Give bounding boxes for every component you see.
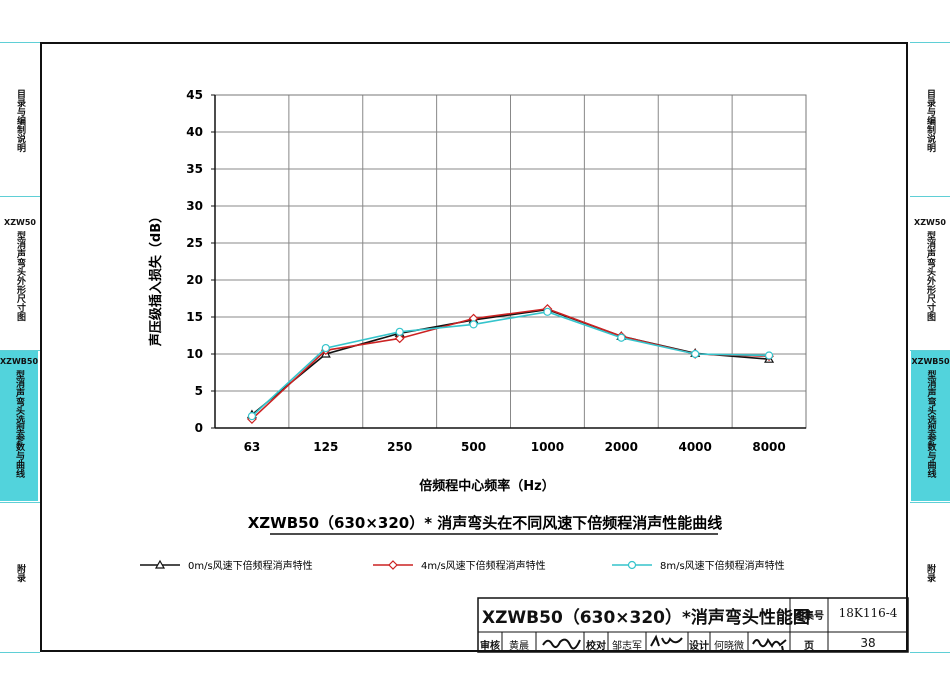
data-point	[394, 333, 405, 344]
legend-label: 4m/s风速下倍频程消声特性	[421, 559, 546, 572]
data-point	[764, 351, 774, 360]
right-edge-line-3	[910, 350, 950, 351]
left-tab-outline[interactable]: XZW50 型消声弯头外形尺寸图	[3, 212, 37, 346]
left-tab-label: 目录与编制说明	[15, 89, 25, 152]
data-point	[543, 307, 552, 316]
atlas-no: 18K116-4	[838, 606, 898, 620]
design-label: 设计	[689, 641, 709, 652]
axes: 0 5 10 15 20 25 30 35 40 45 63 125 250 500 1000 2000 400…	[186, 88, 806, 454]
y-tick-label: 45	[186, 88, 203, 102]
page-label: 页	[804, 641, 814, 652]
atlas-no-label: 图集号	[794, 611, 824, 622]
x-tick-label: 4000	[678, 440, 711, 454]
legend-marker	[388, 560, 398, 570]
y-tick-label: 15	[186, 310, 203, 324]
right-tab-code: XZW50	[914, 218, 946, 227]
left-tab-label: 型消声弯头外形尺寸图	[15, 231, 25, 321]
x-tick-label: 500	[461, 440, 486, 454]
data-point	[617, 333, 626, 342]
right-edge-line-1	[910, 42, 950, 43]
y-tick-label: 10	[186, 347, 203, 361]
x-tick-label: 8000	[752, 440, 785, 454]
x-tick-label: 250	[387, 440, 412, 454]
checker-signature	[650, 634, 683, 647]
y-tick-label: 0	[195, 421, 203, 435]
right-tab-outline[interactable]: XZW50 型消声弯头外形尺寸图	[913, 212, 947, 346]
right-edge-line-4	[910, 502, 950, 503]
y-tick-label: 20	[186, 273, 203, 287]
left-edge-line-3	[0, 350, 40, 351]
right-edge-line-5	[910, 652, 950, 653]
data-point	[691, 349, 700, 359]
left-tab-code: XZW50	[4, 218, 36, 227]
reviewer-name: 黄晨	[509, 641, 529, 652]
chart: 0 5 10 15 20 25 30 35 40 45 63 125 250 500 1000 2000 400…	[140, 88, 807, 572]
x-tick-label: 2000	[605, 440, 638, 454]
legend-marker	[627, 560, 637, 570]
left-tab-code: XZWB50	[0, 357, 39, 366]
check-label: 校对	[586, 641, 606, 652]
right-tab-appendix[interactable]: 附录	[913, 555, 947, 615]
left-edge-line-1	[0, 42, 40, 43]
y-tick-label: 30	[186, 199, 203, 213]
x-tick-label: 125	[313, 440, 338, 454]
reviewer-signature	[542, 638, 581, 650]
data-point	[469, 320, 478, 329]
right-edge-line-2	[910, 196, 950, 197]
left-tab-appendix[interactable]: 附录	[3, 555, 37, 615]
data-point	[395, 327, 404, 336]
series-layer	[246, 304, 775, 424]
designer-name: 何晓微	[714, 641, 744, 652]
chart-title: XZWB50（630×320）* 消声弯头在不同风速下倍频程消声性能曲线	[248, 514, 723, 532]
right-tab-label: 型消声弯头选型参数与曲线	[925, 370, 936, 478]
right-tab-contents[interactable]: 目录与编制说明	[913, 80, 947, 190]
data-point	[321, 343, 330, 353]
left-tab-label: 型消声弯头选型参数与曲线	[14, 370, 24, 478]
grid	[214, 94, 807, 429]
y-tick-label: 35	[186, 162, 203, 176]
right-tab-label: 目录与编制说明	[925, 89, 935, 152]
y-tick-label: 40	[186, 125, 203, 139]
x-axis-label: 倍频程中心频率（Hz）	[419, 478, 554, 494]
legend-marker	[154, 559, 166, 569]
right-tab-code: XZWB50	[911, 357, 950, 366]
left-edge-line-4	[0, 502, 40, 503]
drawing-title: XZWB50（630×320）*消声弯头性能图	[482, 608, 810, 628]
checker-name: 邹志军	[612, 641, 642, 652]
y-axis-label: 声压级插入损失（dB）	[148, 210, 164, 347]
legend-label: 0m/s风速下倍频程消声特性	[188, 559, 313, 572]
y-tick-label: 5	[195, 384, 203, 398]
review-label: 审核	[480, 641, 500, 652]
data-point	[247, 412, 257, 421]
left-tab-selection[interactable]: XZWB50 型消声弯头选型参数与曲线	[0, 351, 38, 501]
x-tick-label: 1000	[531, 440, 564, 454]
x-tick-label: 63	[244, 440, 261, 454]
left-edge-line-5	[0, 652, 40, 653]
right-tab-selection[interactable]: XZWB50 型消声弯头选型参数与曲线	[911, 351, 950, 501]
series-line	[251, 310, 770, 417]
designer-signature	[752, 637, 787, 652]
page-number: 38	[860, 636, 876, 650]
legend: 0m/s风速下倍频程消声特性 4m/s风速下倍频程消声特性 8m/s风速下倍频程消声…	[140, 559, 785, 572]
right-tab-label: 附录	[925, 564, 935, 582]
legend-label: 8m/s风速下倍频程消声特性	[660, 559, 785, 572]
left-edge-line-2	[0, 196, 40, 197]
drawing-frame	[40, 42, 908, 652]
left-tab-contents[interactable]: 目录与编制说明	[3, 80, 37, 190]
left-tab-label: 附录	[15, 564, 25, 582]
y-tick-label: 25	[186, 236, 203, 250]
right-tab-label: 型消声弯头外形尺寸图	[925, 231, 935, 321]
